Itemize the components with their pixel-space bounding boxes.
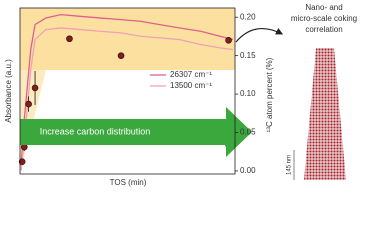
y-axis-label: Absorbance (a.u.) [4,59,13,123]
cone-image [304,48,346,180]
right-annotation: Nano- and [305,3,342,12]
series-line [20,27,233,171]
green-arrow [20,107,252,157]
data-point [31,84,39,92]
right-annotation: correlation [305,25,342,34]
y2-tick-label: 0.10 [240,89,256,98]
legend-label: 13500 cm⁻¹ [170,81,212,90]
legend-label: 26307 cm⁻¹ [170,70,212,79]
chart: Increase carbon distribution Absorbance … [4,3,357,187]
arrow-label: Increase carbon distribution [40,126,151,136]
data-point [25,100,32,108]
plot-frame [19,7,236,175]
y2-tick-label: 0.05 [240,128,256,137]
pointer-arrow [235,27,284,43]
x-axis-label: TOS (min) [110,178,147,187]
series-line [20,13,234,166]
highlight-band [20,8,235,70]
y2-tick-label: 0.20 [240,12,256,21]
data-point [20,143,28,151]
plot-area [18,13,234,171]
data-point [66,35,73,43]
data-point [18,158,26,166]
scale-label: 145 nm [287,155,293,175]
y2-tick-label: 0.00 [240,166,256,175]
y2-tick-label: 0.15 [240,51,256,60]
y2-axis-label: ¹³C atom percent (%) [265,57,274,132]
data-point [117,52,125,59]
data-point [225,36,232,44]
right-annotation: micro-scale coking [291,14,357,23]
